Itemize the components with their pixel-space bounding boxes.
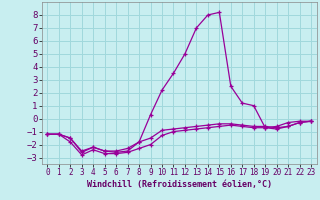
X-axis label: Windchill (Refroidissement éolien,°C): Windchill (Refroidissement éolien,°C)	[87, 180, 272, 189]
